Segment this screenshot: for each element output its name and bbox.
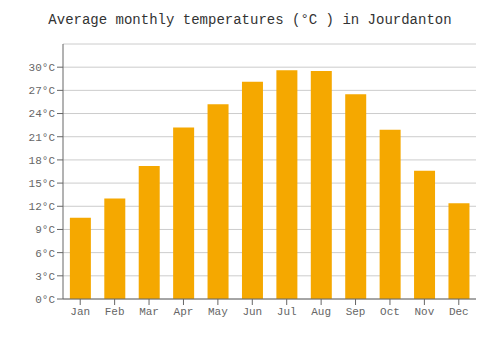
svg-text:27°C: 27°C [29, 85, 56, 97]
svg-text:May: May [208, 306, 228, 318]
svg-text:Jan: Jan [70, 306, 90, 318]
svg-text:12°C: 12°C [29, 201, 56, 213]
svg-text:Aug: Aug [311, 306, 331, 318]
svg-text:Sep: Sep [346, 306, 366, 318]
svg-text:6°C: 6°C [35, 248, 55, 260]
svg-text:15°C: 15°C [29, 178, 56, 190]
svg-text:0°C: 0°C [35, 294, 55, 306]
svg-text:Jun: Jun [242, 306, 262, 318]
svg-text:Jul: Jul [277, 306, 297, 318]
svg-text:24°C: 24°C [29, 108, 56, 120]
svg-text:Oct: Oct [380, 306, 400, 318]
html-text:Average monthly temperatures (: Average monthly temperatures (°C ) in Jo… [48, 12, 452, 28]
svg-text:Apr: Apr [174, 306, 194, 318]
svg-text:30°C: 30°C [29, 62, 56, 74]
svg-text:9°C: 9°C [35, 224, 55, 236]
svg-text:Mar: Mar [139, 306, 159, 318]
svg-text:Nov: Nov [414, 306, 434, 318]
svg-text:Feb: Feb [105, 306, 125, 318]
svg-text:Dec: Dec [449, 306, 469, 318]
svg-text:18°C: 18°C [29, 155, 56, 167]
svg-text:21°C: 21°C [29, 132, 56, 144]
svg-text:3°C: 3°C [35, 271, 55, 283]
